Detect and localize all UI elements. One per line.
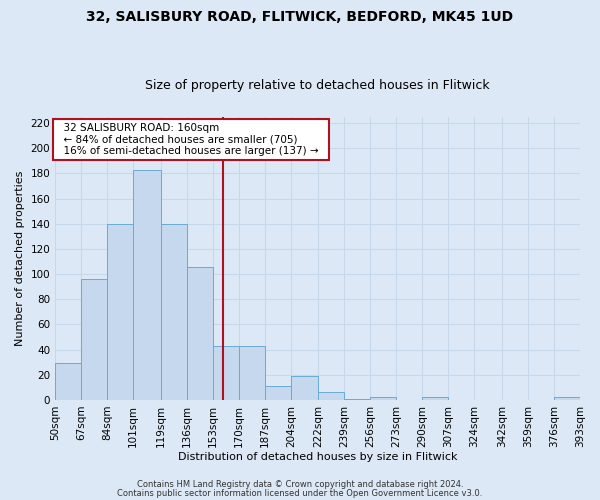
Title: Size of property relative to detached houses in Flitwick: Size of property relative to detached ho… xyxy=(145,79,490,92)
Y-axis label: Number of detached properties: Number of detached properties xyxy=(15,170,25,346)
Text: 32 SALISBURY ROAD: 160sqm
  ← 84% of detached houses are smaller (705)
  16% of : 32 SALISBURY ROAD: 160sqm ← 84% of detac… xyxy=(56,123,325,156)
Bar xyxy=(213,346,239,400)
Text: 32, SALISBURY ROAD, FLITWICK, BEDFORD, MK45 1UD: 32, SALISBURY ROAD, FLITWICK, BEDFORD, M… xyxy=(86,10,514,24)
Bar xyxy=(187,266,213,400)
Bar xyxy=(265,386,291,400)
Bar xyxy=(161,224,187,400)
Text: Contains HM Land Registry data © Crown copyright and database right 2024.: Contains HM Land Registry data © Crown c… xyxy=(137,480,463,489)
Bar xyxy=(370,398,397,400)
Bar xyxy=(107,224,133,400)
Bar xyxy=(422,398,448,400)
Bar xyxy=(239,346,265,400)
Bar xyxy=(291,376,319,400)
Bar xyxy=(319,392,344,400)
Bar xyxy=(55,364,81,400)
Bar xyxy=(133,170,161,400)
Bar xyxy=(81,279,107,400)
X-axis label: Distribution of detached houses by size in Flitwick: Distribution of detached houses by size … xyxy=(178,452,457,462)
Text: Contains public sector information licensed under the Open Government Licence v3: Contains public sector information licen… xyxy=(118,488,482,498)
Bar xyxy=(554,398,580,400)
Bar xyxy=(344,398,370,400)
